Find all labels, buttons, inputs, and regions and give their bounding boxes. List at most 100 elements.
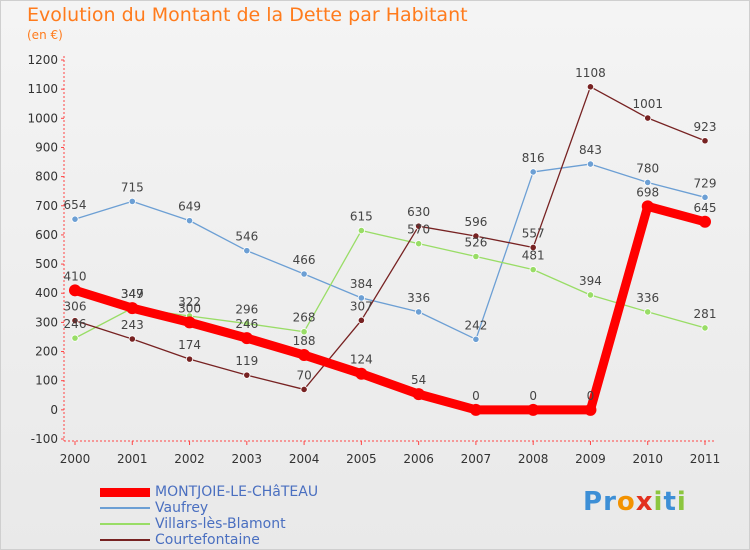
data-label: 729 [694, 176, 717, 190]
data-label: 306 [64, 300, 87, 314]
y-tick-label: 400 [35, 286, 58, 300]
x-tick-label: 2001 [117, 452, 148, 466]
data-label: 649 [178, 200, 201, 214]
data-point [415, 308, 423, 316]
data-label: 546 [235, 230, 258, 244]
data-label: 296 [235, 303, 258, 317]
x-tick-label: 2008 [518, 452, 549, 466]
legend-swatch [100, 539, 150, 541]
data-label: 466 [293, 253, 316, 267]
data-label: 410 [64, 269, 87, 283]
data-label: 816 [522, 151, 545, 165]
data-point [472, 252, 480, 261]
data-point [584, 403, 597, 416]
legend-item: MONTJOIE-LE-CHâTEAU [100, 484, 430, 500]
y-tick-label: -100 [31, 432, 58, 446]
logo-letter: t [663, 487, 677, 517]
x-tick-label: 2006 [403, 452, 434, 466]
legend-label: Vaufrey [155, 500, 209, 516]
data-point [586, 83, 595, 91]
data-label: 780 [636, 161, 659, 175]
data-point [586, 160, 595, 168]
chart-legend: MONTJOIE-LE-CHâTEAU Vaufrey Villars-lès-Bl… [100, 484, 430, 548]
data-label: 70 [296, 368, 311, 382]
y-tick-label: 800 [35, 170, 58, 184]
data-label: 715 [121, 180, 144, 194]
data-point [701, 137, 709, 145]
data-label: 119 [235, 354, 258, 368]
data-label: 0 [529, 389, 537, 403]
data-label: 347 [121, 287, 144, 301]
data-label: 645 [694, 201, 717, 215]
y-tick-label: 900 [35, 140, 58, 154]
data-label: 336 [407, 291, 430, 305]
data-point [527, 403, 540, 416]
data-point [243, 319, 251, 328]
data-point [529, 168, 537, 176]
data-label: 596 [464, 215, 487, 229]
data-label: 124 [350, 353, 373, 367]
data-label: 1108 [575, 66, 606, 80]
data-label: 300 [178, 301, 201, 315]
legend-item: Villars-lès-Blamont [100, 516, 430, 532]
data-label: 188 [293, 334, 316, 348]
data-point [472, 232, 480, 240]
x-tick-label: 2000 [60, 452, 91, 466]
y-tick-label: 1200 [27, 53, 58, 67]
data-point [300, 328, 308, 336]
data-point [699, 215, 711, 228]
y-tick-label: 0 [50, 403, 58, 417]
data-label: 243 [121, 318, 144, 332]
data-point [183, 316, 196, 329]
data-point [529, 243, 537, 252]
data-label: 570 [407, 223, 430, 237]
data-point [472, 335, 480, 343]
data-point [415, 222, 423, 230]
x-tick-label: 2007 [461, 452, 492, 466]
data-point [357, 226, 365, 235]
data-label: 0 [472, 389, 480, 403]
logo-letter: i [653, 487, 664, 517]
data-point [71, 215, 79, 223]
legend-item: Vaufrey [100, 500, 430, 516]
data-point [185, 217, 194, 225]
data-label: 1001 [632, 97, 663, 111]
logo-letter: i [676, 487, 687, 517]
data-point [415, 240, 423, 248]
data-point [357, 316, 365, 324]
data-label: 0 [587, 389, 595, 403]
data-label: 384 [350, 277, 373, 291]
data-point [644, 114, 652, 122]
data-label: 307 [350, 299, 373, 313]
data-point [357, 294, 365, 302]
series-line [74, 229, 706, 339]
data-point [641, 200, 654, 213]
legend-item: Courtefontaine [100, 532, 430, 548]
data-label: 557 [522, 226, 545, 240]
data-label: 349 [121, 287, 144, 301]
data-point [71, 334, 79, 342]
data-label: 246 [64, 317, 87, 331]
x-tick-label: 2005 [346, 452, 377, 466]
data-label: 698 [636, 185, 659, 199]
data-label: 268 [293, 311, 316, 325]
data-label: 242 [464, 318, 487, 332]
x-tick-label: 2003 [232, 452, 263, 466]
data-point [701, 193, 709, 201]
data-label: 54 [411, 373, 426, 387]
data-label: 630 [407, 205, 430, 219]
data-point [644, 178, 652, 187]
x-tick-label: 2002 [174, 452, 205, 466]
y-tick-label: 700 [35, 199, 58, 213]
data-label: 174 [178, 338, 201, 352]
data-label: 923 [694, 120, 717, 134]
data-point [128, 197, 136, 205]
data-label: 615 [350, 210, 373, 224]
data-label: 481 [522, 249, 545, 263]
data-point [586, 291, 595, 299]
data-point [298, 349, 311, 362]
logo-letter: x [635, 487, 654, 517]
x-tick-label: 2004 [289, 452, 320, 466]
series-line [70, 201, 710, 415]
